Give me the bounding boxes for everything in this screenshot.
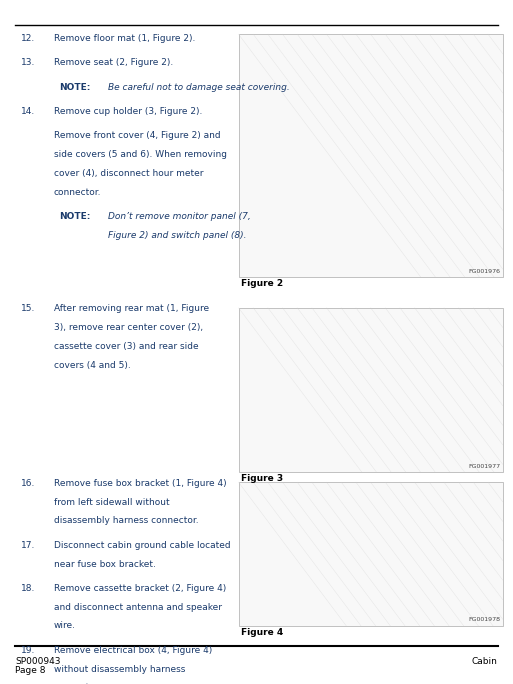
Text: Be careful not to damage seat covering.: Be careful not to damage seat covering. bbox=[108, 83, 289, 92]
Text: disassembly harness connector.: disassembly harness connector. bbox=[54, 516, 199, 525]
Text: Don’t remove monitor panel (7,: Don’t remove monitor panel (7, bbox=[108, 212, 250, 221]
Text: Page 8: Page 8 bbox=[15, 666, 46, 674]
Text: FG001976: FG001976 bbox=[468, 269, 500, 274]
Text: FG001977: FG001977 bbox=[468, 464, 500, 469]
Text: covers (4 and 5).: covers (4 and 5). bbox=[54, 361, 131, 370]
Text: FG001978: FG001978 bbox=[468, 618, 500, 622]
Bar bbox=[239, 34, 503, 277]
Text: 18.: 18. bbox=[21, 584, 35, 593]
Text: 16.: 16. bbox=[21, 479, 35, 488]
Text: 15.: 15. bbox=[21, 304, 35, 313]
Text: and disconnect antenna and speaker: and disconnect antenna and speaker bbox=[54, 603, 222, 611]
Text: 17.: 17. bbox=[21, 541, 35, 550]
Text: Cabin: Cabin bbox=[472, 657, 498, 666]
Text: near fuse box bracket.: near fuse box bracket. bbox=[54, 560, 156, 568]
Text: Figure 3: Figure 3 bbox=[241, 474, 283, 483]
Text: NOTE:: NOTE: bbox=[59, 212, 90, 221]
Text: side covers (5 and 6). When removing: side covers (5 and 6). When removing bbox=[54, 150, 227, 159]
Text: SP000943: SP000943 bbox=[15, 657, 61, 666]
Text: from left sidewall without: from left sidewall without bbox=[54, 498, 169, 507]
Text: 19.: 19. bbox=[21, 646, 35, 655]
Text: without disassembly harness: without disassembly harness bbox=[54, 665, 185, 674]
Text: After removing rear mat (1, Figure: After removing rear mat (1, Figure bbox=[54, 304, 209, 313]
Text: Remove front cover (4, Figure 2) and: Remove front cover (4, Figure 2) and bbox=[54, 131, 221, 140]
Text: Remove seat (2, Figure 2).: Remove seat (2, Figure 2). bbox=[54, 59, 173, 68]
Text: Disconnect cabin ground cable located: Disconnect cabin ground cable located bbox=[54, 541, 230, 550]
Text: Remove cassette bracket (2, Figure 4): Remove cassette bracket (2, Figure 4) bbox=[54, 584, 226, 593]
Text: Figure 4: Figure 4 bbox=[241, 628, 283, 637]
Text: Remove fuse box bracket (1, Figure 4): Remove fuse box bracket (1, Figure 4) bbox=[54, 479, 227, 488]
Text: Remove floor mat (1, Figure 2).: Remove floor mat (1, Figure 2). bbox=[54, 34, 195, 43]
Text: Figure 2: Figure 2 bbox=[241, 279, 283, 288]
Bar bbox=[239, 482, 503, 626]
Text: 14.: 14. bbox=[21, 107, 35, 116]
Text: 3), remove rear center cover (2),: 3), remove rear center cover (2), bbox=[54, 323, 203, 332]
Text: Figure 2) and switch panel (8).: Figure 2) and switch panel (8). bbox=[108, 231, 246, 240]
Text: cassette cover (3) and rear side: cassette cover (3) and rear side bbox=[54, 342, 199, 351]
Text: wire.: wire. bbox=[54, 622, 76, 631]
Text: connector.: connector. bbox=[54, 187, 102, 197]
Bar bbox=[239, 308, 503, 472]
Text: 12.: 12. bbox=[21, 34, 35, 43]
Text: Remove cup holder (3, Figure 2).: Remove cup holder (3, Figure 2). bbox=[54, 107, 202, 116]
Text: Remove electrical box (4, Figure 4): Remove electrical box (4, Figure 4) bbox=[54, 646, 212, 655]
Text: 13.: 13. bbox=[21, 59, 35, 68]
Text: cover (4), disconnect hour meter: cover (4), disconnect hour meter bbox=[54, 169, 203, 178]
Text: NOTE:: NOTE: bbox=[59, 83, 90, 92]
Text: connectors.: connectors. bbox=[54, 683, 107, 684]
